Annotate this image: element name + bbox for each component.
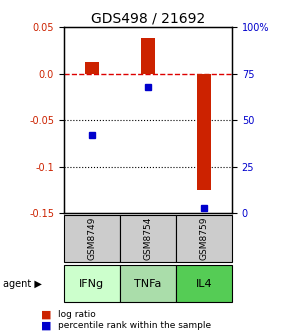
Bar	[120, 265, 176, 302]
Text: GSM8754: GSM8754	[143, 217, 153, 260]
Bar	[64, 265, 120, 302]
Text: log ratio: log ratio	[58, 310, 96, 319]
Bar	[141, 38, 155, 74]
Text: IFNg: IFNg	[79, 279, 104, 289]
Text: agent ▶: agent ▶	[3, 279, 42, 289]
Bar	[120, 215, 176, 262]
Text: GSM8759: GSM8759	[200, 217, 209, 260]
Title: GDS498 / 21692: GDS498 / 21692	[91, 12, 205, 26]
Text: ■: ■	[41, 321, 51, 331]
Bar	[176, 215, 232, 262]
Bar	[197, 74, 211, 190]
Text: percentile rank within the sample: percentile rank within the sample	[58, 322, 211, 330]
Bar	[64, 215, 120, 262]
Text: TNFa: TNFa	[134, 279, 162, 289]
Text: IL4: IL4	[196, 279, 212, 289]
Bar	[176, 265, 232, 302]
Bar	[85, 62, 99, 74]
Text: GSM8749: GSM8749	[87, 217, 96, 260]
Text: ■: ■	[41, 309, 51, 319]
